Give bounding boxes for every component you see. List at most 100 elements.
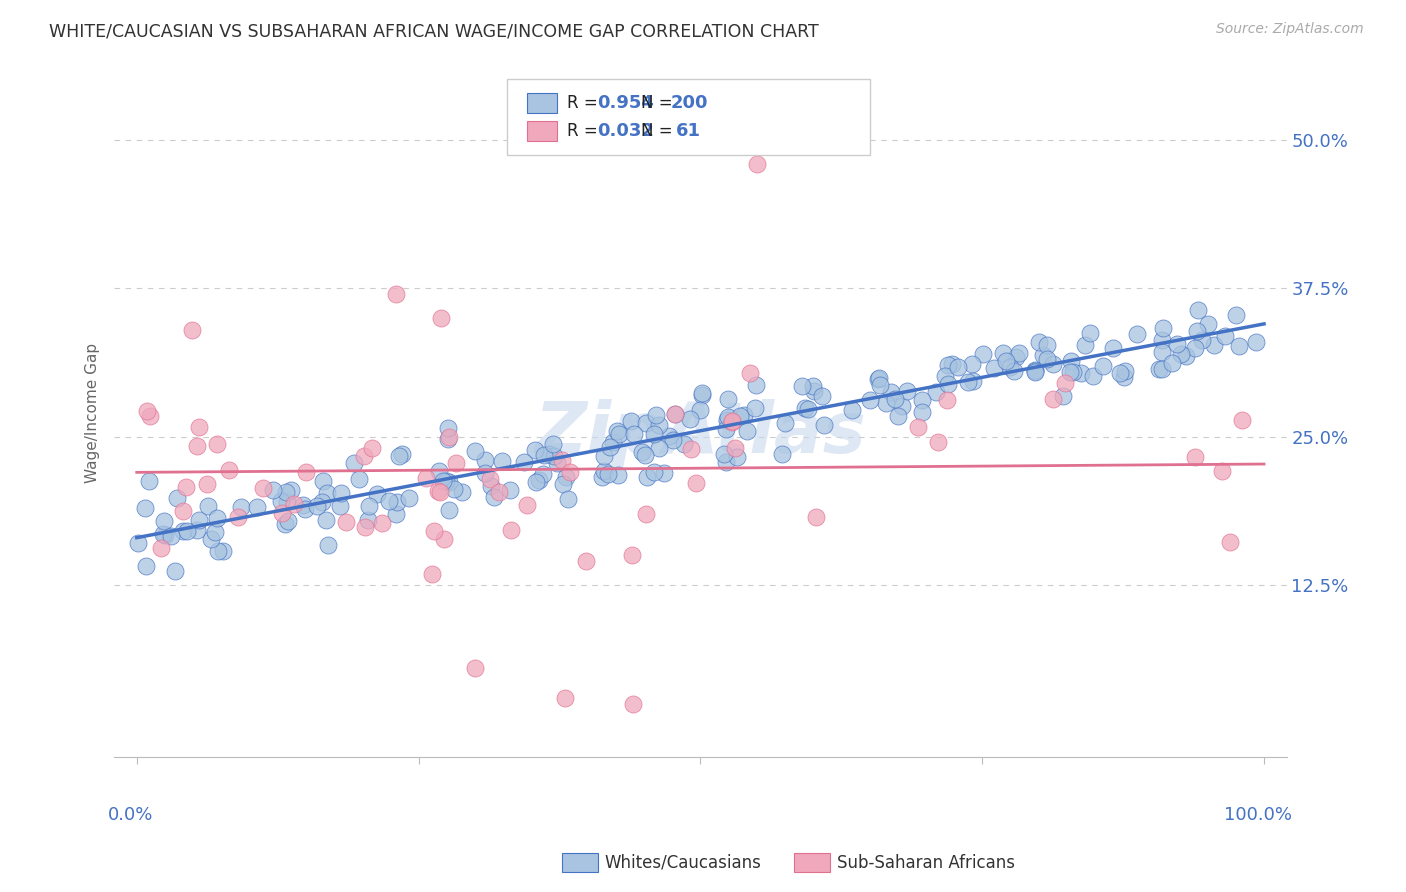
Point (1152, 321, 1174, 335)
Point (793, 401, 815, 415)
Point (273, 516, 295, 531)
Point (891, 399, 914, 413)
Point (925, 384, 948, 399)
Text: ZipAtlas: ZipAtlas (534, 399, 866, 468)
Point (433, 532, 456, 546)
Point (1042, 357, 1064, 371)
Point (1002, 364, 1025, 378)
Point (555, 469, 578, 483)
Point (1175, 350, 1198, 364)
Point (311, 495, 333, 509)
Point (205, 437, 228, 451)
Point (491, 454, 513, 468)
Point (596, 467, 619, 481)
Point (1036, 351, 1059, 366)
Point (983, 360, 1005, 375)
Point (277, 514, 299, 528)
Point (797, 401, 820, 416)
Point (602, 434, 624, 449)
Point (714, 455, 737, 469)
Point (717, 409, 740, 424)
Point (1150, 361, 1173, 376)
Point (354, 520, 377, 534)
Point (636, 470, 658, 484)
Point (620, 548, 643, 562)
Point (1185, 324, 1208, 338)
Point (1007, 346, 1029, 360)
Point (474, 453, 496, 467)
Point (388, 450, 411, 464)
Point (804, 510, 827, 524)
Point (728, 409, 751, 423)
Point (745, 378, 768, 392)
Point (745, 156, 768, 170)
Point (643, 465, 665, 479)
Point (606, 424, 628, 438)
Point (385, 287, 408, 301)
Point (557, 492, 579, 507)
Point (1112, 370, 1135, 384)
Point (432, 474, 454, 488)
Point (868, 371, 890, 385)
Point (349, 472, 371, 486)
Point (172, 504, 194, 518)
Point (658, 429, 681, 443)
Point (315, 513, 337, 527)
Point (866, 372, 889, 386)
Point (163, 564, 186, 578)
Point (262, 483, 284, 497)
Point (896, 384, 918, 398)
Point (717, 392, 740, 406)
Point (180, 323, 202, 337)
Point (1227, 339, 1250, 353)
Point (307, 499, 329, 513)
Point (869, 378, 891, 392)
Point (621, 697, 644, 711)
Point (593, 449, 616, 463)
Point (716, 422, 738, 436)
Point (437, 421, 460, 435)
Point (316, 485, 339, 500)
Point (538, 447, 561, 461)
Text: 100.0%: 100.0% (1225, 805, 1292, 823)
Point (150, 541, 173, 555)
Point (499, 483, 522, 497)
Point (343, 456, 366, 470)
Point (721, 415, 744, 429)
Point (427, 464, 450, 478)
Point (229, 500, 252, 514)
Point (1091, 359, 1114, 373)
Point (962, 375, 984, 389)
Point (1109, 366, 1132, 380)
Point (607, 467, 630, 482)
Point (591, 469, 613, 483)
Point (620, 414, 643, 428)
Point (692, 385, 714, 400)
Point (228, 510, 250, 524)
FancyBboxPatch shape (527, 120, 557, 141)
Point (422, 524, 444, 539)
Point (648, 442, 671, 456)
Point (1213, 328, 1236, 343)
Point (166, 491, 188, 505)
Point (1059, 353, 1081, 368)
Point (685, 476, 707, 491)
Point (1000, 359, 1022, 374)
Point (1191, 333, 1213, 347)
Point (533, 449, 555, 463)
Text: WHITE/CAUCASIAN VS SUBSAHARAN AFRICAN WAGE/INCOME GAP CORRELATION CHART: WHITE/CAUCASIAN VS SUBSAHARAN AFRICAN WA… (49, 22, 818, 40)
Point (733, 408, 755, 422)
Point (934, 369, 956, 384)
Point (270, 506, 292, 520)
Point (371, 516, 394, 530)
Point (160, 529, 183, 543)
Point (883, 392, 905, 406)
Point (207, 543, 229, 558)
Text: 61: 61 (676, 121, 702, 140)
Point (1059, 365, 1081, 379)
Point (291, 498, 314, 512)
Point (1032, 348, 1054, 362)
Point (1053, 376, 1076, 391)
Point (1102, 341, 1125, 355)
Point (647, 417, 669, 432)
